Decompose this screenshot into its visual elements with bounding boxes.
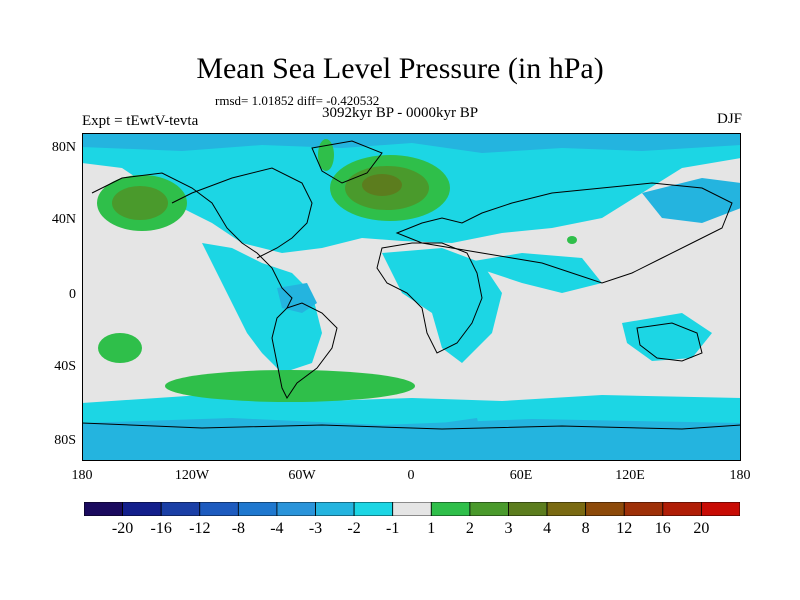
- map-title: Mean Sea Level Pressure (in hPa): [196, 52, 604, 85]
- colorbar-label: 4: [543, 520, 552, 537]
- colorbar-label: -12: [189, 520, 211, 537]
- lon-label-0: 0: [407, 468, 415, 483]
- season-label: DJF: [716, 111, 742, 127]
- coastlines: [82, 140, 741, 430]
- period-label: 3092kyr BP - 0000kyr BP: [322, 105, 479, 121]
- colorbar: [84, 502, 740, 516]
- colorbar-swatch: [585, 502, 625, 516]
- experiment-label: Expt = tEwtV-tevta: [82, 113, 199, 129]
- lon-label-180w: 180: [71, 468, 93, 483]
- colorbar-label: -4: [270, 520, 284, 537]
- colorbar-swatch: [84, 502, 123, 516]
- colorbar-swatch: [160, 502, 201, 516]
- pressure-map: [82, 133, 741, 461]
- stats-label: rmsd= 1.01852 diff= -0.420532: [215, 93, 380, 108]
- lon-label-60e: 60E: [509, 468, 533, 483]
- colorbar-swatch: [276, 502, 316, 516]
- colorbar-label: -20: [111, 520, 134, 537]
- lat-label-80n: 80N: [51, 140, 76, 155]
- colorbar-label: -1: [386, 520, 400, 537]
- colorbar-label: 8: [581, 520, 590, 537]
- colorbar-swatch: [623, 502, 664, 516]
- colorbar-swatch: [237, 502, 278, 516]
- colorbar-swatch: [353, 502, 394, 516]
- colorbar-swatch: [199, 502, 239, 516]
- colorbar-label: 3: [504, 520, 513, 537]
- lat-label-80s: 80S: [54, 433, 76, 448]
- colorbar-label: 2: [465, 520, 474, 537]
- colorbar-swatch: [701, 502, 740, 516]
- colorbar-swatch: [508, 502, 548, 516]
- lat-label-0: 0: [69, 287, 76, 302]
- colorbar-swatch: [469, 502, 509, 516]
- lon-label-180e: 180: [729, 468, 751, 483]
- lon-label-120w: 120W: [174, 468, 210, 483]
- lat-label-40n: 40N: [51, 212, 76, 227]
- colorbar-label: -2: [347, 520, 361, 537]
- strong-positive-regions: [362, 174, 402, 196]
- lon-label-120e: 120E: [615, 468, 645, 483]
- colorbar-swatch: [315, 502, 355, 516]
- colorbar-swatch: [392, 502, 432, 516]
- colorbar-label: 20: [693, 520, 710, 537]
- colorbar-swatch: [546, 502, 587, 516]
- lon-label-60w: 60W: [288, 468, 316, 483]
- colorbar-swatch: [122, 502, 162, 516]
- colorbar-label: -8: [231, 520, 246, 537]
- map-frame: [82, 133, 741, 461]
- colorbar-label: 12: [616, 520, 633, 537]
- colorbar-swatch: [430, 502, 471, 516]
- colorbar-label: 1: [427, 520, 436, 537]
- colorbar-label: 16: [654, 520, 671, 537]
- strong-negative-regions: [82, 133, 741, 461]
- colorbar-label: -16: [150, 520, 172, 537]
- colorbar-swatch: [662, 502, 702, 516]
- colorbar-label: -3: [308, 520, 323, 537]
- lat-label-40s: 40S: [54, 359, 76, 374]
